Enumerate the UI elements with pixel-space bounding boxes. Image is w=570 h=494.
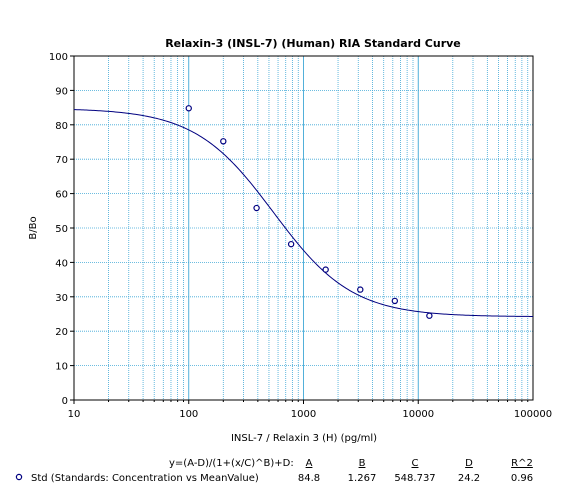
legend-value-d: 24.2: [458, 473, 480, 484]
legend-value-c: 548.737: [394, 473, 435, 484]
legend-header-d: D: [465, 458, 473, 469]
legend: y=(A-D)/(1+(x/C)^B)+D: A B C D R^2 Std (…: [15, 458, 533, 484]
y-axis-label: B/Bo: [28, 216, 39, 239]
chart-title: Relaxin-3 (INSL-7) (Human) RIA Standard …: [165, 37, 461, 50]
y-tick-label: 50: [55, 224, 68, 235]
x-axis-label: INSL-7 / Relaxin 3 (H) (pg/ml): [231, 433, 377, 444]
y-tick-label: 10: [55, 362, 68, 373]
legend-header-r2: R^2: [511, 458, 533, 469]
data-point: [426, 312, 433, 319]
x-tick-label: 10: [68, 409, 81, 420]
fit-equation: y=(A-D)/(1+(x/C)^B)+D:: [169, 458, 294, 469]
legend-value-b: 1.267: [348, 473, 377, 484]
data-point: [220, 138, 227, 145]
fit-curve-line: [73, 109, 534, 317]
y-tick-label: 30: [55, 293, 68, 304]
legend-header-c: C: [412, 458, 419, 469]
data-point: [322, 266, 329, 273]
legend-header-b: B: [359, 458, 366, 469]
y-tick-label: 70: [55, 155, 68, 166]
fit-curve: [73, 109, 534, 317]
data-point: [185, 105, 192, 112]
y-tick-label: 100: [49, 52, 68, 63]
data-point: [253, 204, 260, 212]
y-tick-label: 90: [55, 86, 68, 97]
y-tick-label: 20: [55, 327, 68, 338]
y-tick-label: 40: [55, 258, 68, 269]
legend-value-a: 84.8: [298, 473, 320, 484]
x-tick-label: 1000: [291, 409, 316, 420]
axis-ticks: [70, 55, 529, 404]
legend-value-r2: 0.96: [511, 473, 533, 484]
x-tick-labels: 10 100 1000 10000 100000: [68, 409, 552, 420]
y-tick-label: 80: [55, 121, 68, 132]
grid-lines: [74, 56, 533, 400]
data-point: [287, 240, 295, 248]
y-tick-label: 0: [62, 396, 68, 407]
x-tick-label: 10000: [402, 409, 434, 420]
x-tick-label: 100000: [514, 409, 552, 420]
y-tick-labels: 0 10 20 30 40 50 60 70 80 90 100: [49, 52, 68, 407]
y-tick-label: 60: [55, 190, 68, 201]
x-tick-label: 100: [179, 409, 198, 420]
data-point: [391, 297, 399, 305]
legend-header-a: A: [306, 458, 313, 469]
data-points: [185, 105, 433, 319]
data-point: [357, 286, 364, 293]
legend-series-label: Std (Standards: Concentration vs MeanVal…: [31, 473, 259, 484]
legend-marker: [15, 473, 23, 481]
